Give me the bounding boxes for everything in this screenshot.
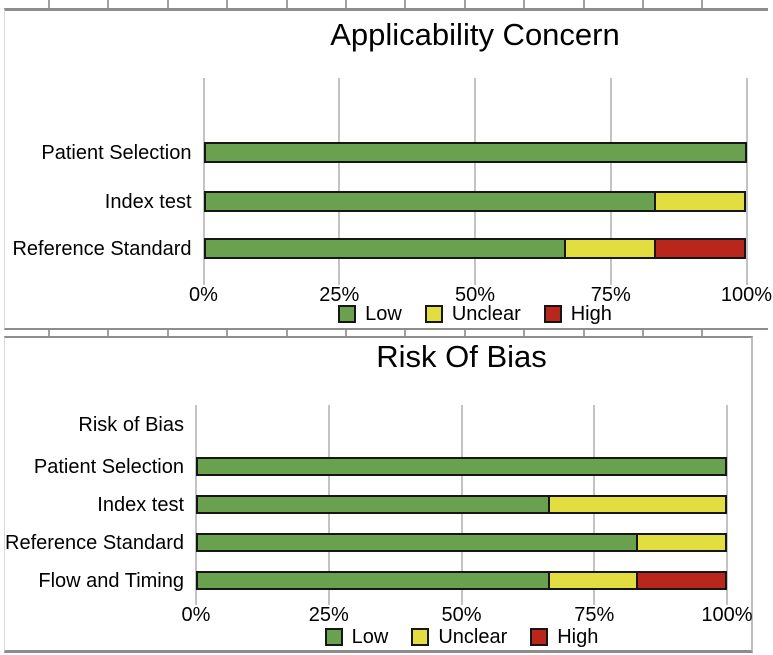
bar-segment-low bbox=[196, 571, 551, 590]
legend-swatch-high bbox=[543, 305, 562, 323]
legend-swatch-low bbox=[338, 305, 357, 323]
gridline bbox=[609, 78, 612, 285]
grid-stub-tick bbox=[523, 0, 526, 8]
legend-label: Low bbox=[351, 626, 389, 648]
bar-segment-low bbox=[203, 142, 747, 163]
legend-swatch-unclear bbox=[424, 305, 443, 323]
legend-label: High bbox=[557, 626, 599, 648]
grid-stub-tick bbox=[285, 0, 288, 8]
spreadsheet-grid-stubs-top bbox=[0, 0, 773, 8]
spreadsheet-grid-stubs-gap bbox=[0, 330, 773, 336]
x-tick-label: 100% bbox=[720, 284, 773, 306]
x-tick-label: 25% bbox=[319, 284, 360, 306]
gridline bbox=[726, 405, 728, 605]
bar-segment-low bbox=[196, 495, 551, 514]
legend-item: High bbox=[543, 303, 612, 325]
gridline bbox=[474, 78, 476, 285]
category-label: Flow and Timing bbox=[38, 569, 184, 592]
legend: Low Unclear High bbox=[204, 304, 747, 324]
grid-stub-tick bbox=[642, 330, 644, 336]
gridline bbox=[338, 78, 341, 285]
grid-stub-tick bbox=[582, 0, 585, 8]
risk-of-bias-panel: Risk Of Bias Risk of Bias Patient Selecti… bbox=[4, 336, 753, 653]
chart-title-risk-of-bias: Risk Of Bias bbox=[376, 339, 547, 374]
chart-title-applicability-concern: Applicability Concern bbox=[330, 17, 620, 52]
bar-segment-unclear bbox=[548, 571, 639, 590]
bar-segment-high bbox=[653, 238, 747, 259]
category-label: Risk of Bias bbox=[78, 414, 184, 436]
bar-segment-low bbox=[203, 191, 656, 212]
legend-item: Low bbox=[338, 304, 402, 324]
grid-stub-tick bbox=[701, 0, 704, 8]
legend-item: Unclear bbox=[424, 303, 521, 325]
category-label: Index test bbox=[104, 190, 192, 213]
gridline bbox=[202, 78, 205, 285]
x-tick-label: 0% bbox=[181, 604, 211, 626]
bar-segment-unclear bbox=[636, 533, 727, 552]
category-label: Patient Selection bbox=[33, 455, 184, 478]
grid-stub-tick bbox=[463, 330, 466, 336]
grid-stub-tick bbox=[166, 330, 169, 336]
grid-stub-tick bbox=[404, 0, 407, 8]
grid-stub-tick bbox=[107, 330, 110, 336]
bar-segment-low bbox=[203, 238, 566, 259]
legend-label: Unclear bbox=[438, 626, 508, 648]
grid-stub-tick bbox=[226, 0, 229, 8]
legend-swatch-unclear bbox=[411, 628, 430, 646]
bar-segment-low bbox=[196, 457, 727, 476]
category-label: Reference Standard bbox=[12, 237, 192, 260]
gridline bbox=[745, 78, 748, 285]
legend: Low Unclear High bbox=[196, 627, 727, 647]
x-tick-label: 25% bbox=[308, 604, 349, 626]
category-label: Index test bbox=[97, 493, 184, 516]
x-tick-label: 50% bbox=[441, 604, 482, 626]
legend-swatch-high bbox=[530, 628, 549, 646]
bar-segment-unclear bbox=[563, 238, 656, 259]
legend-swatch-low bbox=[324, 628, 343, 646]
grid-stub-tick bbox=[285, 330, 288, 336]
bar-segment-low bbox=[196, 533, 639, 552]
x-tick-label: 75% bbox=[590, 284, 631, 306]
category-label: Patient Selection bbox=[41, 141, 192, 164]
grid-stub-tick bbox=[642, 0, 644, 8]
grid-stub-tick bbox=[404, 330, 407, 336]
grid-stub-tick bbox=[226, 330, 229, 336]
legend-item: High bbox=[530, 627, 598, 647]
legend-label: High bbox=[570, 303, 612, 325]
legend-item: Low bbox=[324, 626, 389, 648]
grid-stub-tick bbox=[463, 0, 466, 8]
applicability-concern-panel: Applicability Concern Patient Selection I… bbox=[4, 8, 772, 330]
grid-stub-tick bbox=[523, 330, 526, 336]
legend-item: Unclear bbox=[411, 627, 507, 647]
bar-segment-high bbox=[636, 571, 727, 590]
legend-label: Low bbox=[365, 303, 402, 325]
legend-label: Unclear bbox=[451, 303, 521, 325]
bar-segment-unclear bbox=[548, 495, 727, 514]
grid-stub-tick bbox=[345, 330, 347, 336]
grid-stub-tick bbox=[345, 0, 347, 8]
category-label: Reference Standard bbox=[5, 531, 185, 554]
x-tick-label: 100% bbox=[701, 604, 753, 626]
grid-stub-tick bbox=[166, 0, 169, 8]
bar-segment-unclear bbox=[653, 191, 747, 212]
grid-stub-tick bbox=[107, 0, 110, 8]
grid-stub-tick bbox=[701, 330, 704, 336]
x-tick-label: 0% bbox=[189, 284, 218, 306]
grid-stub-tick bbox=[48, 0, 50, 8]
x-tick-label: 75% bbox=[574, 604, 615, 626]
grid-stub-tick bbox=[48, 330, 50, 336]
grid-stub-tick bbox=[582, 330, 585, 336]
x-tick-label: 50% bbox=[454, 284, 496, 306]
